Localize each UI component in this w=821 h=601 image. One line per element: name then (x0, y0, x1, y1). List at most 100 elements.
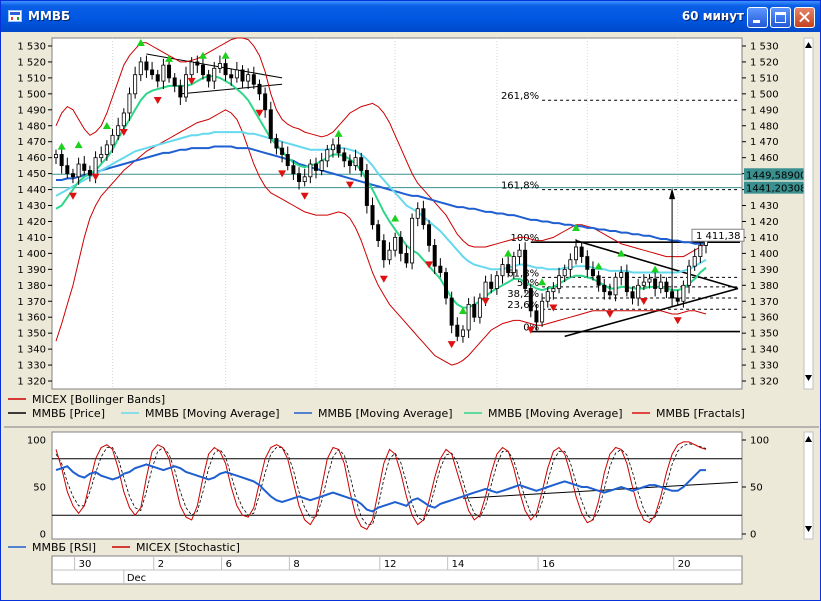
candle-body (212, 67, 217, 82)
candle-body (257, 83, 262, 95)
candle-body (234, 69, 239, 79)
candle-body (342, 152, 347, 162)
legend-label: ММВБ [Moving Average] (488, 407, 623, 420)
candle-body (54, 154, 59, 159)
bollinger-lower-line (55, 109, 707, 366)
date-label: 12 (384, 559, 397, 570)
legend-label: ММВБ [Fractals] (656, 407, 745, 420)
fibonacci-label: 23,6% (507, 300, 539, 311)
y-tick-label-left: 1 380 (17, 281, 46, 292)
candle-body (223, 63, 228, 76)
candle-body (585, 256, 590, 270)
candle-body (206, 74, 211, 82)
candle-body (76, 163, 81, 178)
candle-body (596, 275, 601, 286)
candle-body (302, 176, 307, 182)
y-tick-label-right: 1 480 (750, 121, 779, 132)
maximize-button[interactable] (770, 7, 791, 28)
y-tick-label-left: 1 420 (17, 217, 46, 228)
fractal-up-marker (594, 262, 603, 270)
candle-body (195, 61, 200, 66)
legend-label: ММВБ [Price] (32, 407, 105, 420)
candle-body (133, 74, 138, 95)
fibonacci-label: 161,8% (501, 181, 539, 192)
stochastic-line (55, 441, 707, 530)
y-tick-label-right: 1 340 (750, 345, 779, 356)
fractal-up-marker (102, 121, 111, 129)
fractal-down-marker (187, 77, 196, 85)
candle-body (104, 144, 109, 155)
candle-body (540, 300, 545, 323)
candle-body (246, 74, 251, 82)
y-tick-label-left: 1 460 (17, 153, 46, 164)
y-tick-label-left: 1 330 (17, 361, 46, 372)
candle-body (460, 329, 465, 337)
candle-body (268, 109, 273, 139)
month-label: Dec (127, 573, 146, 584)
candle-body (297, 173, 302, 182)
candle-body (466, 304, 471, 331)
y-tick-label-right: 1 510 (750, 73, 779, 84)
indicator-scrollbar (803, 431, 814, 540)
candle-body (93, 157, 98, 176)
candle-body (421, 208, 426, 226)
candle-body (613, 276, 618, 296)
y-tick-label-left: 1 410 (17, 233, 46, 244)
legend-label: ММВБ [Moving Average] (318, 407, 453, 420)
fractal-up-marker (458, 307, 467, 315)
legend-label: MICEX [Bollinger Bands] (32, 393, 165, 406)
fractal-up-marker (74, 141, 83, 149)
candle-body (404, 252, 409, 264)
candle-body (313, 163, 318, 171)
fractal-down-marker (639, 298, 648, 306)
period-label: 60 минут (681, 9, 744, 23)
minimize-button[interactable] (747, 7, 768, 28)
y-tick-label-right: 1 520 (750, 57, 779, 68)
last-price-box (691, 228, 745, 242)
date-label: 14 (452, 559, 465, 570)
y-tick-label-left: 1 360 (17, 313, 46, 324)
candle-body (291, 165, 296, 175)
y-tick-label-right: 1 420 (750, 217, 779, 228)
candle-body (517, 249, 522, 257)
indicator-tick-right: 50 (750, 483, 763, 494)
chart-client-area: 1 530 1 530 1 520 1 520 1 510 1 510 1 500 1 500… (4, 32, 819, 600)
title-bar[interactable]: ММВБ 60 минут (1, 1, 820, 32)
fibonacci-label: 261,8% (501, 91, 539, 102)
candle-body (427, 224, 432, 246)
indicator-plot-area (51, 431, 743, 540)
fractal-down-marker (481, 298, 490, 306)
level-label-box (744, 181, 804, 194)
fractal-up-marker (504, 249, 513, 257)
fractal-up-marker (651, 265, 660, 273)
date-label: 30 (79, 559, 92, 570)
fractal-down-marker (255, 109, 264, 117)
fractal-down-marker (119, 128, 128, 136)
candle-body (393, 237, 398, 251)
y-tick-label-right: 1 370 (750, 297, 779, 308)
fractal-down-marker (549, 304, 558, 312)
candle-body (557, 275, 562, 289)
candle-body (144, 61, 149, 71)
date-label: 20 (678, 559, 691, 570)
y-tick-label-left: 1 440 (17, 185, 46, 196)
candle-body (489, 281, 494, 289)
candle-body (675, 297, 680, 302)
y-tick-label-left: 1 450 (17, 169, 46, 180)
candle-body (692, 256, 697, 267)
bollinger-upper-line (55, 37, 707, 258)
close-button[interactable] (794, 7, 815, 28)
y-tick-label-right: 1 430 (750, 201, 779, 212)
fractal-down-marker (345, 181, 354, 189)
candle-body (127, 93, 132, 114)
candle-body (116, 125, 121, 136)
candle-body (229, 74, 234, 79)
candle-body (167, 64, 172, 79)
candle-body (579, 246, 584, 257)
candle-body (319, 160, 324, 171)
candle-body (670, 291, 675, 299)
y-tick-label-right: 1 490 (750, 105, 779, 116)
candle-body (653, 278, 658, 289)
candle-body (619, 272, 624, 278)
candle-body (138, 61, 143, 76)
